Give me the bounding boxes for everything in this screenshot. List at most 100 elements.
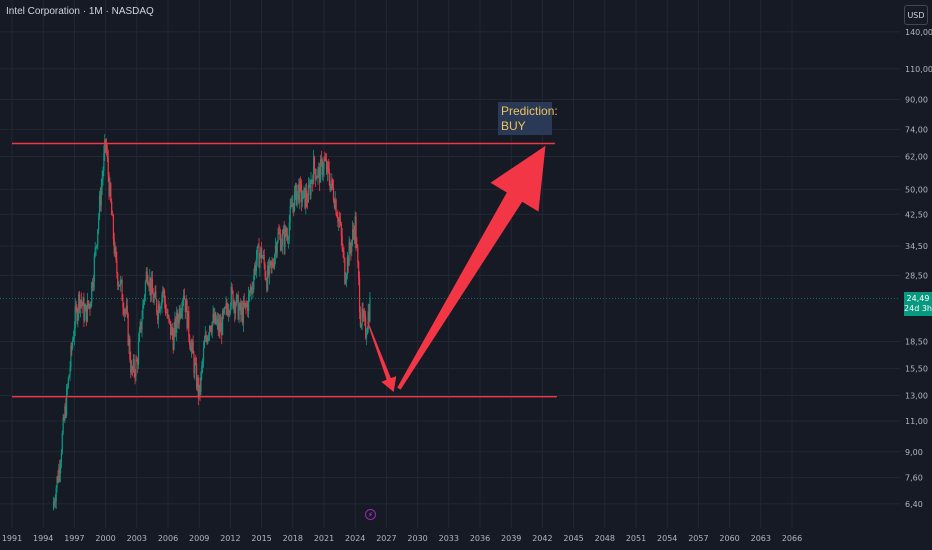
candle-body — [53, 501, 55, 510]
candle-body — [327, 162, 329, 169]
candle-body — [139, 322, 141, 331]
candle-body — [86, 300, 88, 322]
candle-body — [136, 359, 138, 362]
candle-body — [282, 229, 284, 234]
candle-body — [230, 286, 232, 306]
candle-body — [156, 299, 158, 313]
candle-body — [214, 312, 216, 323]
candle-body — [68, 374, 70, 378]
candle-body — [160, 305, 162, 308]
candle-body — [131, 366, 133, 373]
candle-body — [100, 186, 102, 206]
candle-body — [154, 291, 156, 297]
candle-body — [162, 290, 164, 295]
candle-body — [284, 227, 286, 247]
prediction-annotation[interactable]: Prediction: BUY — [498, 102, 558, 135]
candle-body — [66, 386, 69, 389]
candle-body — [311, 179, 313, 181]
candle-body — [84, 311, 86, 321]
prediction-arrows[interactable] — [367, 145, 546, 392]
candle-body — [95, 246, 97, 248]
candle-body — [356, 245, 358, 248]
candle-body — [346, 256, 348, 275]
price-axis[interactable]: 140,00 110,00 90,00 74,00 62,00 50,00 42,50 34,… — [905, 28, 932, 509]
candle-body — [255, 258, 257, 272]
candle-body — [193, 354, 195, 374]
y-tick-label: 90,00 — [905, 95, 928, 104]
candle-body — [287, 234, 289, 241]
candle-body — [293, 191, 296, 211]
candle-body — [278, 232, 280, 234]
candle-body — [274, 245, 277, 256]
candle-body — [210, 330, 212, 333]
down-arrow[interactable] — [367, 321, 397, 392]
candle-body — [368, 311, 370, 322]
candle-body — [307, 185, 309, 203]
x-tick-label: 1994 — [33, 534, 53, 543]
candle-body — [107, 157, 109, 176]
y-tick-label: 13,00 — [905, 392, 928, 401]
candle-body — [340, 223, 342, 237]
candle-body — [197, 377, 199, 397]
x-tick-label: 2012 — [220, 534, 240, 543]
candle-body — [118, 284, 121, 287]
up-arrow[interactable] — [397, 145, 546, 390]
candle-body — [131, 366, 134, 370]
bar-countdown: 24d 3h — [904, 304, 932, 313]
candle-body — [92, 282, 94, 288]
candle-body — [277, 232, 279, 242]
candle-body — [153, 296, 155, 303]
candle-body — [176, 312, 179, 321]
x-tick-label: 2057 — [688, 534, 708, 543]
candle-body — [117, 273, 119, 286]
symbol-title[interactable]: Intel Corporation · 1M · NASDAQ — [6, 6, 154, 17]
candle-body — [286, 234, 288, 236]
candle-body — [192, 341, 194, 355]
time-axis[interactable]: 1991 1994 1997 2000 2003 2006 2009 2012 2015 2018… — [2, 534, 802, 543]
candle-body — [141, 318, 143, 330]
candle-body — [309, 185, 311, 195]
candle-body — [228, 311, 231, 313]
candle-body — [350, 248, 352, 253]
candle-body — [233, 302, 235, 309]
candle-body — [114, 247, 116, 254]
candle-body — [80, 300, 82, 304]
candle-body — [312, 179, 314, 184]
candle-body — [183, 295, 186, 299]
candle-body — [301, 199, 303, 202]
candle-body — [231, 286, 233, 292]
horizontal-levels[interactable] — [12, 142, 557, 398]
candle-body — [308, 185, 310, 187]
candle-body — [261, 257, 264, 259]
candle-body — [256, 246, 258, 259]
candle-body — [85, 304, 87, 312]
candle-body — [111, 201, 113, 216]
candle-body — [72, 337, 75, 341]
last-price-tag: 24,49 24d 3h — [904, 292, 932, 316]
candle-body — [254, 265, 256, 276]
currency-button[interactable]: USD — [904, 5, 928, 25]
candle-body — [228, 311, 230, 316]
candle-body — [56, 476, 58, 488]
candle-body — [225, 303, 227, 308]
candle-body — [178, 308, 180, 324]
candle-body — [186, 300, 188, 329]
lightning-icon[interactable]: ⚡ — [365, 509, 376, 520]
candle-body — [259, 255, 261, 268]
y-tick-label: 11,00 — [905, 417, 928, 426]
candle-body — [234, 302, 236, 314]
candle-body — [300, 181, 302, 185]
candle-body — [363, 314, 365, 317]
candle-body — [287, 238, 290, 241]
candle-body — [70, 345, 72, 368]
candle-body — [199, 384, 201, 392]
candle-body — [120, 279, 122, 281]
candle-body — [266, 280, 268, 291]
candle-body — [183, 295, 185, 301]
candle-body — [310, 180, 312, 195]
candle-body — [316, 177, 318, 179]
candlestick-series[interactable] — [0, 133, 900, 511]
candle-body — [247, 303, 249, 312]
candle-body — [169, 319, 171, 322]
